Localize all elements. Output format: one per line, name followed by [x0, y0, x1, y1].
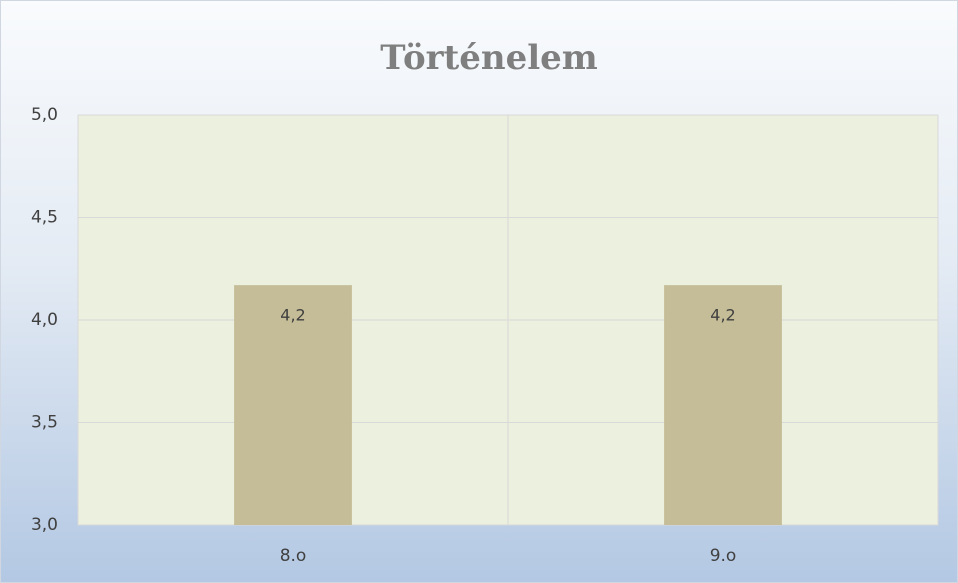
bar	[234, 285, 352, 525]
y-tick-label: 3,0	[31, 515, 58, 535]
value-label: 4,2	[710, 306, 735, 325]
x-tick-label: 9.o	[710, 546, 737, 566]
value-label: 4,2	[280, 306, 305, 325]
x-tick-label: 8.o	[280, 546, 307, 566]
y-tick-label: 4,0	[31, 310, 58, 330]
y-tick-label: 3,5	[31, 413, 58, 433]
y-tick-label: 5,0	[31, 105, 58, 125]
bar	[664, 285, 782, 525]
y-tick-label: 4,5	[31, 208, 58, 228]
chart-title: Történelem	[380, 38, 598, 78]
